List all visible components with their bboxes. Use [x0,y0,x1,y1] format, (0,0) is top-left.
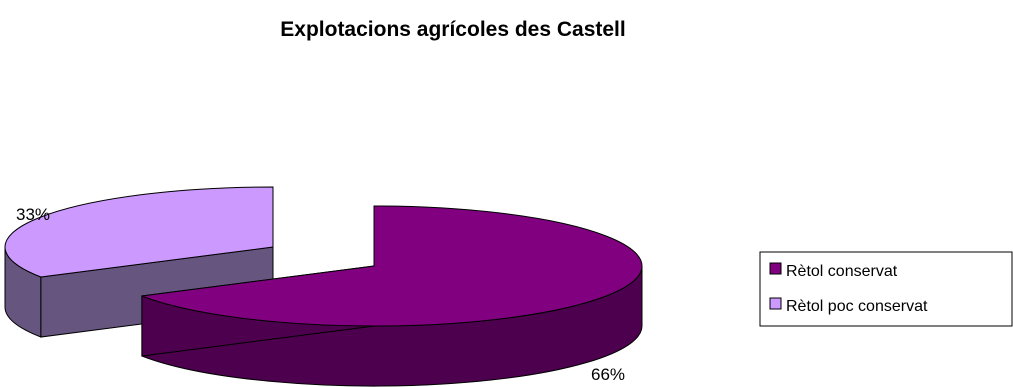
data-label-retol-poc-conservat: 33% [16,205,50,224]
chart-legend: Rètol conservat Rètol poc conservat [759,251,1013,327]
legend-swatch-retol-poc-conservat [769,297,782,310]
chart-title: Explotacions agrícoles des Castell [280,18,625,41]
legend-frame [759,251,1013,327]
legend-swatch-retol-conservat [769,262,782,275]
slice-retol-poc-conservat [4,186,274,278]
pie-slices [4,186,643,387]
data-label-retol-conservat: 66% [591,365,625,384]
pie-data-labels: 66% 33% [16,205,625,384]
legend-label-retol-conservat: Rètol conservat [786,263,898,280]
legend-label-retol-poc-conservat: Rètol poc conservat [786,298,928,315]
slice-retol-conservat [141,205,643,327]
